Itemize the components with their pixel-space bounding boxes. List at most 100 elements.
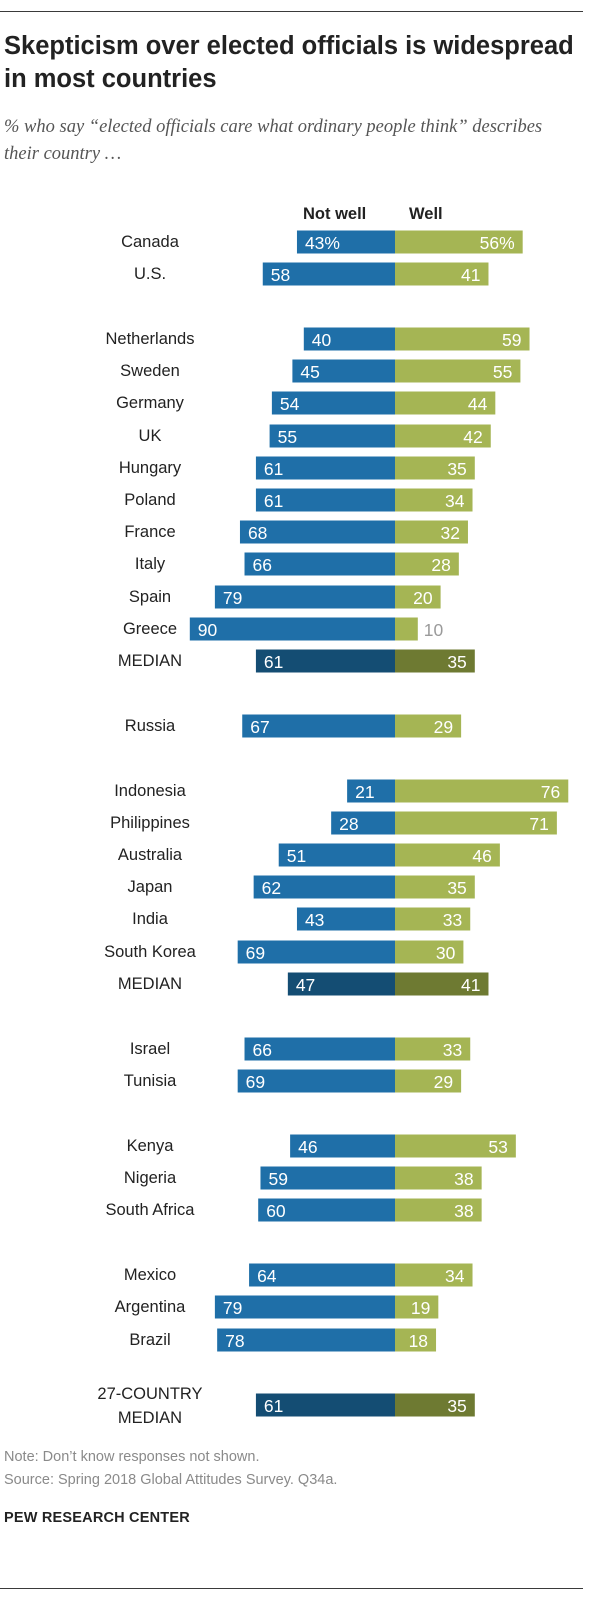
row-label: Australia [118, 846, 183, 864]
well-bar [395, 520, 468, 544]
well-value: 28 [431, 555, 450, 575]
well-value: 29 [434, 1072, 453, 1092]
not-well-value: 61 [264, 491, 283, 511]
not-well-value: 61 [264, 652, 283, 672]
not-well-value: 79 [223, 588, 242, 608]
well-bar [395, 262, 489, 286]
not-well-bar [217, 1328, 395, 1352]
well-value: 30 [436, 943, 456, 963]
not-well-value: 45 [300, 362, 319, 382]
not-well-bar [296, 907, 395, 931]
well-value: 76 [541, 782, 560, 802]
well-value: 55 [493, 362, 512, 382]
not-well-value: 58 [271, 265, 290, 285]
not-well-bar [214, 585, 395, 609]
row-label: UK [139, 427, 162, 445]
not-well-bar [244, 552, 395, 576]
not-well-bar [255, 1393, 395, 1417]
not-well-value: 68 [248, 523, 267, 543]
row-label: Japan [128, 878, 173, 896]
well-bar [395, 1328, 437, 1352]
well-value: 53 [488, 1137, 507, 1157]
row-label: Poland [124, 491, 175, 509]
not-well-value: 51 [287, 846, 306, 866]
well-bar [395, 552, 459, 576]
well-bar [395, 972, 489, 996]
well-value: 59 [502, 330, 521, 350]
well-bar [395, 940, 464, 964]
not-well-value: 43 [305, 910, 324, 930]
row-label: U.S. [134, 265, 166, 283]
not-well-bar [249, 1263, 395, 1287]
row-label: Italy [135, 555, 166, 573]
well-value: 18 [409, 1331, 428, 1351]
well-bar [395, 359, 521, 383]
row-label: Canada [121, 233, 180, 251]
diverging-bar-chart: Canada 43% 56% U.S. 58 41 Netherlands 40 59 Swede… [97, 230, 569, 1427]
well-bar [395, 488, 473, 512]
row-label: Brazil [129, 1331, 170, 1349]
row-label: MEDIAN [118, 975, 182, 993]
not-well-value: 66 [253, 555, 272, 575]
note-text: Note: Don’t know responses not shown. [4, 1449, 260, 1465]
well-bar [395, 843, 500, 867]
row-label: Mexico [124, 1266, 176, 1284]
not-well-bar [239, 520, 395, 544]
not-well-value: 46 [298, 1137, 317, 1157]
well-bar [395, 1393, 475, 1417]
not-well-bar [244, 1037, 395, 1061]
not-well-bar [255, 456, 395, 480]
row-label: France [124, 523, 175, 541]
not-well-value: 62 [262, 878, 281, 898]
not-well-value: 69 [246, 943, 265, 963]
row-label: Israel [130, 1040, 170, 1058]
not-well-value: 54 [280, 394, 300, 414]
chart-subtitle: % who say “elected officials care what o… [4, 117, 543, 164]
well-value: 38 [454, 1201, 473, 1221]
brand-logo-text: PEW RESEARCH CENTER [4, 1510, 190, 1526]
not-well-value: 55 [278, 427, 297, 447]
not-well-value: 21 [355, 782, 374, 802]
well-value: 35 [447, 878, 466, 898]
well-value: 71 [529, 814, 548, 834]
not-well-bar [287, 972, 395, 996]
not-well-value: 69 [246, 1072, 265, 1092]
well-value: 34 [445, 1266, 465, 1286]
well-value: 35 [447, 459, 466, 479]
well-bar [395, 1166, 482, 1190]
not-well-bar [271, 391, 395, 415]
not-well-value: 61 [264, 459, 283, 479]
not-well-value: 60 [266, 1201, 286, 1221]
not-well-value: 40 [312, 330, 332, 350]
well-bar [395, 1037, 471, 1061]
chart-title: Skepticism over elected officials is wid… [4, 32, 574, 93]
row-label: Spain [129, 588, 171, 606]
well-bar [395, 1295, 439, 1319]
not-well-bar [189, 617, 395, 641]
well-value: 29 [434, 717, 453, 737]
well-bar [395, 811, 557, 835]
not-well-bar [269, 424, 395, 448]
not-well-bar [347, 779, 395, 803]
well-value: 35 [447, 652, 466, 672]
row-label: Kenya [127, 1137, 175, 1155]
not-well-bar [290, 1134, 395, 1158]
not-well-bar [255, 649, 395, 673]
not-well-bar [296, 230, 395, 254]
well-bar [395, 907, 471, 931]
not-well-bar [292, 359, 395, 383]
well-bar [395, 649, 475, 673]
well-bar [395, 875, 475, 899]
top-rule [0, 11, 583, 12]
row-label: MEDIAN [118, 1409, 182, 1427]
not-well-value: 78 [225, 1331, 244, 1351]
not-well-bar [278, 843, 395, 867]
not-well-bar [260, 1166, 395, 1190]
not-well-value: 66 [253, 1040, 272, 1060]
row-label: Russia [125, 717, 176, 735]
well-value: 56% [480, 233, 515, 253]
well-value: 33 [443, 1040, 462, 1060]
row-label: MEDIAN [118, 652, 182, 670]
well-bar [395, 230, 523, 254]
row-label: Hungary [119, 459, 182, 477]
